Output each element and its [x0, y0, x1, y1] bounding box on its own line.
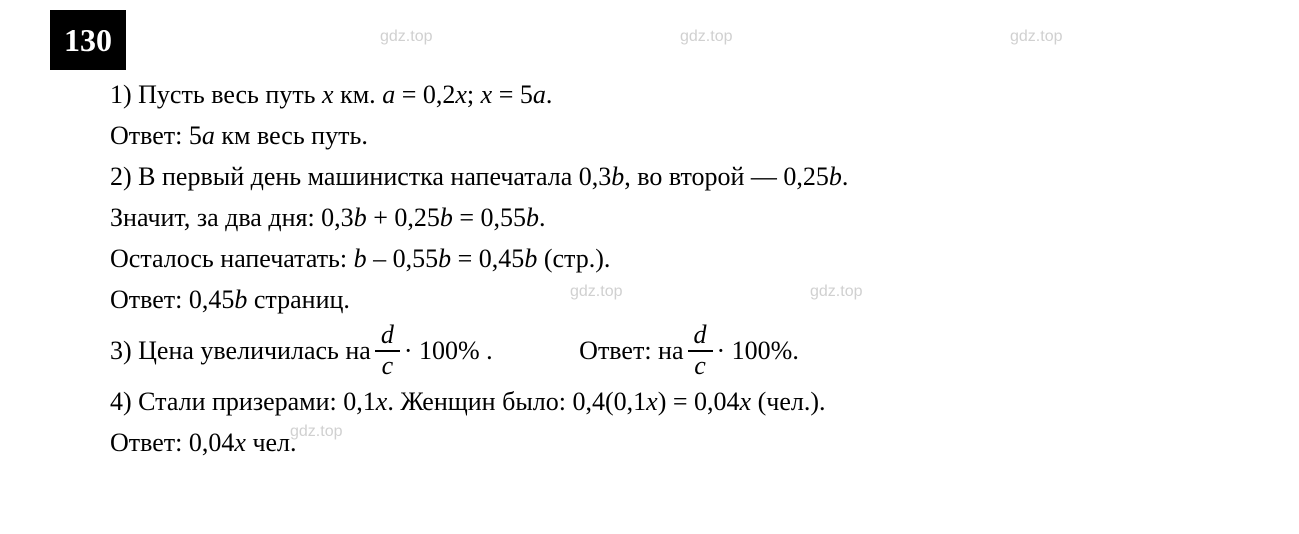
text: Осталось напечатать:: [110, 244, 354, 273]
part2-line2: Значит, за два дня: 0,3b + 0,25b = 0,55b…: [110, 198, 1249, 237]
variable: a: [382, 80, 395, 109]
text: 3) Цена увеличилась на: [110, 331, 371, 370]
fraction: d c: [688, 321, 713, 380]
text: + 0,25: [367, 203, 440, 232]
part4-line1: 4) Стали призерами: 0,1x. Женщин было: 0…: [110, 382, 1249, 421]
text: (стр.).: [537, 244, 610, 273]
watermark: gdz.top: [1010, 25, 1062, 49]
watermark: gdz.top: [680, 25, 732, 49]
variable: x: [740, 387, 752, 416]
variable: x: [376, 387, 388, 416]
variable: b: [526, 203, 539, 232]
variable: b: [438, 244, 451, 273]
text: · 100%.: [717, 331, 799, 370]
answer-label: Ответ: на: [579, 331, 683, 370]
variable: b: [829, 162, 842, 191]
text: ) = 0,04: [658, 387, 740, 416]
text: км.: [334, 80, 383, 109]
part3-line1: 3) Цена увеличилась на d c · 100% . Отве…: [110, 321, 1249, 380]
denominator: c: [375, 352, 400, 381]
text: 2) В первый день машинистка напечатала 0…: [110, 162, 611, 191]
problem-number: 130: [50, 10, 126, 70]
text: (чел.).: [751, 387, 825, 416]
text: = 0,2: [395, 80, 455, 109]
text: ;: [467, 80, 481, 109]
text: , во второй — 0,25: [624, 162, 829, 191]
variable: x: [322, 80, 334, 109]
text: – 0,55: [367, 244, 439, 273]
part1-line1: 1) Пусть весь путь x км. a = 0,2x; x = 5…: [110, 75, 1249, 114]
text: .: [539, 203, 546, 232]
answer-label: Ответ: 0,45: [110, 285, 234, 314]
variable: b: [354, 203, 367, 232]
text: Значит, за два дня: 0,3: [110, 203, 354, 232]
watermark: gdz.top: [380, 25, 432, 49]
variable: a: [202, 121, 215, 150]
answer-label: Ответ: 0,04: [110, 428, 234, 457]
text: = 5: [492, 80, 533, 109]
variable: b: [440, 203, 453, 232]
text: . Женщин было: 0,4(0,1: [387, 387, 646, 416]
part2-line3: Осталось напечатать: b – 0,55b = 0,45b (…: [110, 239, 1249, 278]
text: 4) Стали призерами: 0,1: [110, 387, 376, 416]
part1-answer: Ответ: 5a км весь путь.: [110, 116, 1249, 155]
text: .: [546, 80, 553, 109]
numerator: d: [688, 321, 713, 352]
variable: b: [354, 244, 367, 273]
denominator: c: [688, 352, 713, 381]
variable: b: [234, 285, 247, 314]
variable: x: [234, 428, 246, 457]
text: 1) Пусть весь путь: [110, 80, 322, 109]
solution-content: 1) Пусть весь путь x км. a = 0,2x; x = 5…: [110, 75, 1249, 462]
answer-label: Ответ: 5: [110, 121, 202, 150]
variable: b: [611, 162, 624, 191]
text: .: [842, 162, 849, 191]
fraction: d c: [375, 321, 400, 380]
text: страниц.: [247, 285, 350, 314]
numerator: d: [375, 321, 400, 352]
variable: a: [533, 80, 546, 109]
variable: x: [646, 387, 658, 416]
text: км весь путь.: [215, 121, 368, 150]
part4-answer: Ответ: 0,04x чел.: [110, 423, 1249, 462]
variable: x: [481, 80, 493, 109]
text: чел.: [246, 428, 297, 457]
variable: x: [455, 80, 467, 109]
part2-line1: 2) В первый день машинистка напечатала 0…: [110, 157, 1249, 196]
text: = 0,55: [453, 203, 526, 232]
part2-answer: Ответ: 0,45b страниц.: [110, 280, 1249, 319]
text: · 100% .: [404, 331, 493, 370]
text: = 0,45: [451, 244, 524, 273]
variable: b: [524, 244, 537, 273]
